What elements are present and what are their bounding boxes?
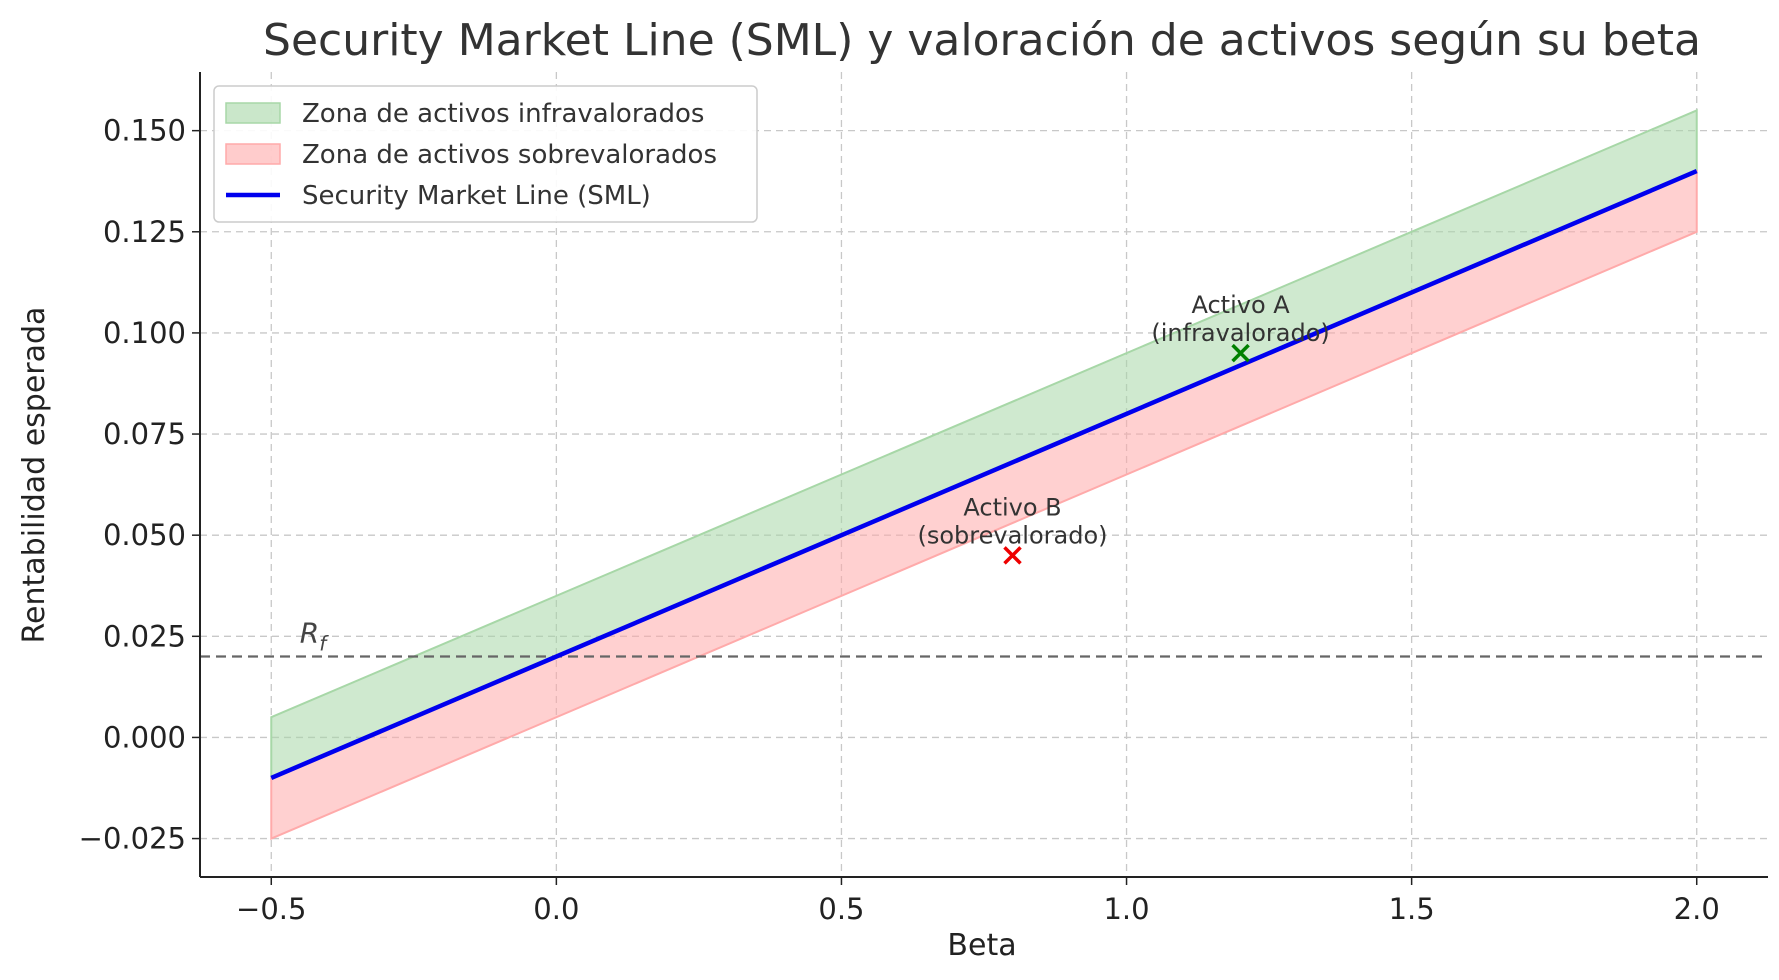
asset-label-1-line1: Activo B	[963, 493, 1061, 521]
legend-swatch-0	[225, 102, 281, 124]
y-axis-label: Rentabilidad esperada	[17, 307, 52, 644]
y-tick-label-5: 0.100	[103, 316, 186, 350]
y-tick-label-2: 0.025	[103, 619, 186, 653]
y-tick-label-4: 0.075	[103, 417, 186, 451]
risk-free-label-subscript: f	[319, 632, 329, 656]
asset-points: Activo A(infravalorado) Activo B(sobreval…	[918, 291, 1330, 565]
sml-line-group	[270, 169, 1698, 780]
asset-label-0-line1: Activo A	[1191, 291, 1290, 319]
legend-swatch-1	[225, 143, 281, 165]
x-tick-label-2: 0.5	[818, 892, 864, 926]
x-axis-label: Beta	[947, 928, 1016, 963]
asset-label-0-line2: (infravalorado)	[1151, 319, 1329, 347]
asset-marker-1	[1003, 546, 1022, 565]
x-ticks: −0.5 0.0 0.5 1.0 1.5 2.0	[236, 877, 1720, 926]
asset-marker-0	[1231, 343, 1250, 363]
y-tick-label-6: 0.125	[103, 215, 186, 249]
y-ticks: −0.025 0.000 0.025 0.050 0.075 0.100 0.125 0.15…	[79, 114, 200, 856]
legend-box	[213, 85, 758, 223]
y-tick-label-7: 0.150	[103, 114, 186, 148]
y-tick-label-1: 0.000	[103, 720, 186, 754]
legend: Zona de activos infravalorados Zona de ac…	[213, 85, 758, 223]
x-tick-label-3: 1.0	[1103, 892, 1149, 926]
legend-label-1: Zona de activos sobrevalorados	[302, 140, 717, 170]
axes	[199, 72, 1768, 878]
x-tick-label-1: 0.0	[533, 892, 579, 926]
risk-free-label-main: R	[300, 617, 319, 650]
y-tick-label-0: −0.025	[79, 822, 186, 856]
x-tick-label-0: −0.5	[236, 892, 306, 926]
asset-label-1-line2: (sobrevalorado)	[918, 521, 1108, 549]
legend-label-0: Zona de activos infravalorados	[302, 99, 704, 129]
legend-label-2: Security Market Line (SML)	[302, 181, 651, 211]
sml-line	[270, 169, 1698, 780]
chart-title: Security Market Line (SML) y valoración …	[263, 15, 1701, 66]
x-tick-label-5: 2.0	[1674, 892, 1720, 926]
risk-free-label: Rf	[300, 617, 329, 656]
x-tick-label-4: 1.5	[1389, 892, 1435, 926]
y-tick-label-3: 0.050	[103, 518, 186, 552]
